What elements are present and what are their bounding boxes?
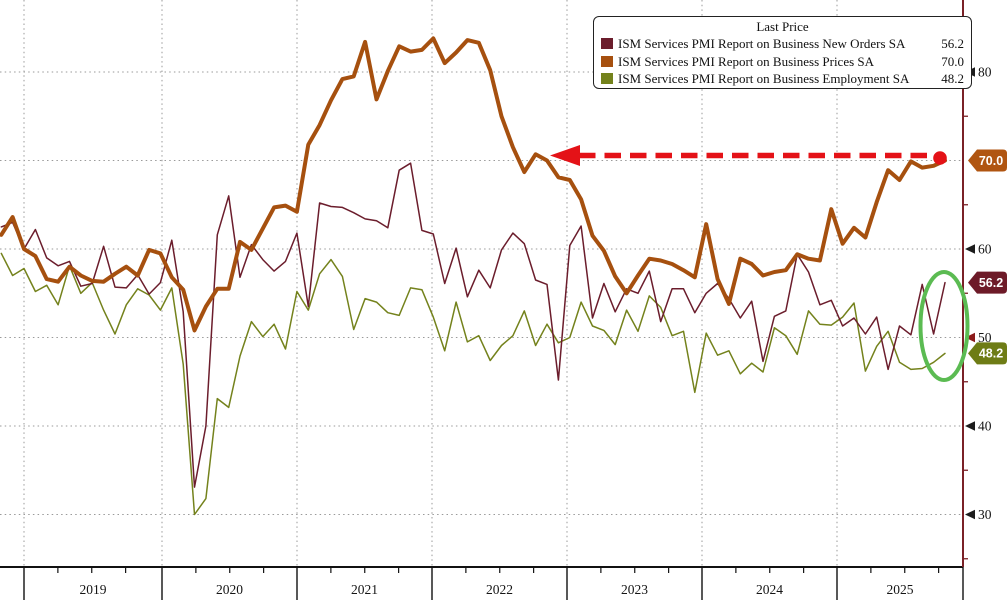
y-axis-label-40: 40 — [978, 419, 992, 434]
y-tick-arrow-icon — [965, 421, 975, 431]
badge-value: 70.0 — [979, 154, 1003, 168]
legend-label-new-orders: ISM Services PMI Report on Business New … — [618, 36, 906, 51]
badge-value: 56.2 — [979, 276, 1003, 290]
last-price-dot — [933, 151, 947, 165]
new-orders-swatch-icon — [601, 38, 613, 50]
legend-row-new-orders: ISM Services PMI Report on Business New … — [601, 35, 964, 53]
employment-swatch-icon — [601, 73, 613, 85]
x-axis-year-label: 2025 — [887, 582, 914, 597]
highlight-ellipse — [918, 270, 970, 382]
legend-title: Last Price — [756, 19, 809, 34]
badge-value: 48.2 — [979, 347, 1003, 361]
y-axis-label-30: 30 — [978, 507, 992, 522]
x-axis-year-label: 2020 — [216, 582, 243, 597]
y-tick-arrow-icon — [965, 244, 975, 254]
arrowhead-left-icon — [550, 145, 580, 166]
last-price-badge-56.2 — [968, 271, 1007, 294]
legend-box: Last Price ISM Services PMI Report on Bu… — [593, 16, 972, 89]
series-line-0 — [0, 162, 946, 488]
legend-label-prices: ISM Services PMI Report on Business Pric… — [618, 53, 875, 69]
x-axis-year-label: 2021 — [351, 582, 378, 597]
x-axis-year-label: 2023 — [621, 582, 648, 597]
x-axis-year-label: 2022 — [486, 582, 513, 597]
y-tick-arrow-icon — [965, 332, 975, 343]
last-price-badge-70.0 — [968, 149, 1007, 172]
series-line-1 — [0, 36, 947, 333]
y-axis-label-50: 50 — [978, 330, 992, 345]
series-line-2 — [0, 252, 946, 516]
prices-swatch-icon — [601, 55, 613, 67]
legend-value-prices: 70.0 — [941, 53, 964, 69]
y-axis-label-80: 80 — [978, 65, 992, 80]
x-axis-year-label: 2024 — [756, 582, 783, 597]
legend-value-employment: 48.2 — [941, 71, 964, 86]
legend-row-employment: ISM Services PMI Report on Business Empl… — [601, 70, 964, 88]
legend-row-prices: ISM Services PMI Report on Business Pric… — [601, 53, 964, 71]
legend-value-new-orders: 56.2 — [941, 36, 964, 51]
last-price-badge-48.2 — [968, 342, 1007, 365]
x-axis-year-label: 2019 — [80, 582, 107, 597]
y-tick-arrow-icon — [965, 509, 975, 520]
y-axis-label-60: 60 — [978, 242, 992, 257]
legend-label-employment: ISM Services PMI Report on Business Empl… — [618, 71, 910, 86]
